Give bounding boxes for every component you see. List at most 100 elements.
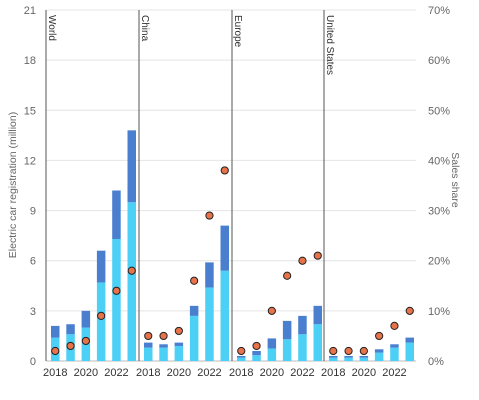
x-tick-label: 2020 xyxy=(260,367,284,379)
y-axis-right: 0% 10% 20% 30% 40% 50% 60% 70% xyxy=(428,5,450,368)
bar-phev xyxy=(329,355,338,358)
y-tick-label: 9 xyxy=(30,206,36,218)
panel-labels: World China Europe United States xyxy=(46,15,335,75)
x-tick-label: 2020 xyxy=(74,367,98,379)
share-marker xyxy=(205,211,214,220)
bar-bev xyxy=(405,342,414,361)
share-marker xyxy=(127,266,136,275)
bar-bev xyxy=(237,357,246,361)
y2-tick-label: 0% xyxy=(428,356,444,368)
bar-bev xyxy=(159,347,168,361)
share-marker xyxy=(51,346,60,356)
bar-bev xyxy=(298,334,307,361)
bar-bev xyxy=(144,347,153,361)
bar-phev xyxy=(282,320,292,340)
share-marker xyxy=(405,306,414,315)
bar-phev xyxy=(267,338,277,349)
share-marker xyxy=(329,346,338,356)
y2-tick-label: 60% xyxy=(428,55,450,67)
x-tick-label: 2018 xyxy=(321,367,345,379)
y2-tick-label: 10% xyxy=(428,306,450,318)
bar-phev xyxy=(174,342,184,346)
x-tick-label: 2022 xyxy=(382,367,406,379)
share-marker xyxy=(174,326,183,336)
x-tick-label: 2022 xyxy=(290,367,314,379)
bar-bev xyxy=(112,238,121,361)
y-tick-label: 0 xyxy=(30,356,36,368)
panel-label: Europe xyxy=(232,15,243,48)
share-marker xyxy=(390,321,399,330)
share-marker xyxy=(112,286,121,295)
share-marker xyxy=(159,331,168,341)
share-marker xyxy=(375,331,384,341)
bar-bev xyxy=(390,347,399,361)
bar-phev xyxy=(205,262,214,288)
share-marker xyxy=(97,311,106,320)
bar-bev xyxy=(329,357,338,361)
bar-phev xyxy=(252,350,261,356)
bar-bev xyxy=(252,355,261,361)
bar-bev xyxy=(359,357,369,361)
x-tick-label: 2018 xyxy=(229,367,253,379)
bars xyxy=(51,130,414,361)
y-tick-label: 12 xyxy=(24,155,36,167)
share-marker xyxy=(81,336,90,346)
bar-phev xyxy=(390,344,399,348)
y-axis-title: Electric car registration (million) xyxy=(7,112,19,258)
bar-bev xyxy=(174,345,184,361)
x-tick-label: 2022 xyxy=(104,367,128,379)
y2-tick-label: 70% xyxy=(428,5,450,17)
share-marker xyxy=(66,341,75,351)
bar-bev xyxy=(374,352,384,361)
bar-phev xyxy=(374,349,384,353)
y2-tick-label: 20% xyxy=(428,256,450,268)
share-marker xyxy=(190,276,199,285)
panel-label: China xyxy=(139,15,150,42)
bar-bev xyxy=(220,270,229,361)
bar-phev xyxy=(189,305,199,316)
bar-bev xyxy=(96,282,106,361)
bar-phev xyxy=(112,190,121,239)
x-tick-label: 2022 xyxy=(197,367,221,379)
bar-phev xyxy=(298,315,307,335)
bar-phev xyxy=(405,337,414,343)
share-marker xyxy=(144,331,153,341)
bar-bev xyxy=(189,315,199,361)
share-marker xyxy=(283,271,292,280)
bar-phev xyxy=(220,225,229,271)
share-marker xyxy=(298,256,307,265)
y-tick-label: 3 xyxy=(30,306,36,318)
bar-phev xyxy=(313,305,322,325)
bar-bev xyxy=(344,357,353,361)
bar-bev xyxy=(267,348,277,361)
x-tick-label: 2020 xyxy=(167,367,191,379)
bar-phev xyxy=(159,344,168,348)
bar-bev xyxy=(282,339,292,361)
share-marker xyxy=(313,251,322,260)
bar-phev xyxy=(144,342,153,348)
bar-phev xyxy=(51,325,60,338)
share-marker xyxy=(220,166,229,175)
y-tick-label: 6 xyxy=(30,256,36,268)
panel-dividers xyxy=(45,10,325,361)
panel-label: World xyxy=(46,15,57,41)
y2-tick-label: 40% xyxy=(428,155,450,167)
bar-phev xyxy=(359,355,369,358)
x-tick-label: 2018 xyxy=(136,367,160,379)
y2-tick-label: 30% xyxy=(428,206,450,218)
share-marker xyxy=(237,346,246,356)
bar-phev xyxy=(127,130,136,203)
bar-phev xyxy=(237,355,246,358)
panel-label: United States xyxy=(324,15,335,75)
y-axis-left: 0 3 6 9 12 15 18 21 xyxy=(24,5,36,368)
y2-axis-title: Sales share xyxy=(449,152,461,208)
bar-phev xyxy=(81,310,91,328)
y-tick-label: 18 xyxy=(24,55,36,67)
x-tick-label: 2020 xyxy=(352,367,376,379)
y-tick-label: 15 xyxy=(24,105,36,117)
x-axis: 2018 2020 2022 2018 2020 2022 2018 2020 2022 2018… xyxy=(43,367,407,379)
bar-phev xyxy=(344,355,353,358)
bar-phev xyxy=(96,250,106,283)
share-marker xyxy=(267,306,276,315)
